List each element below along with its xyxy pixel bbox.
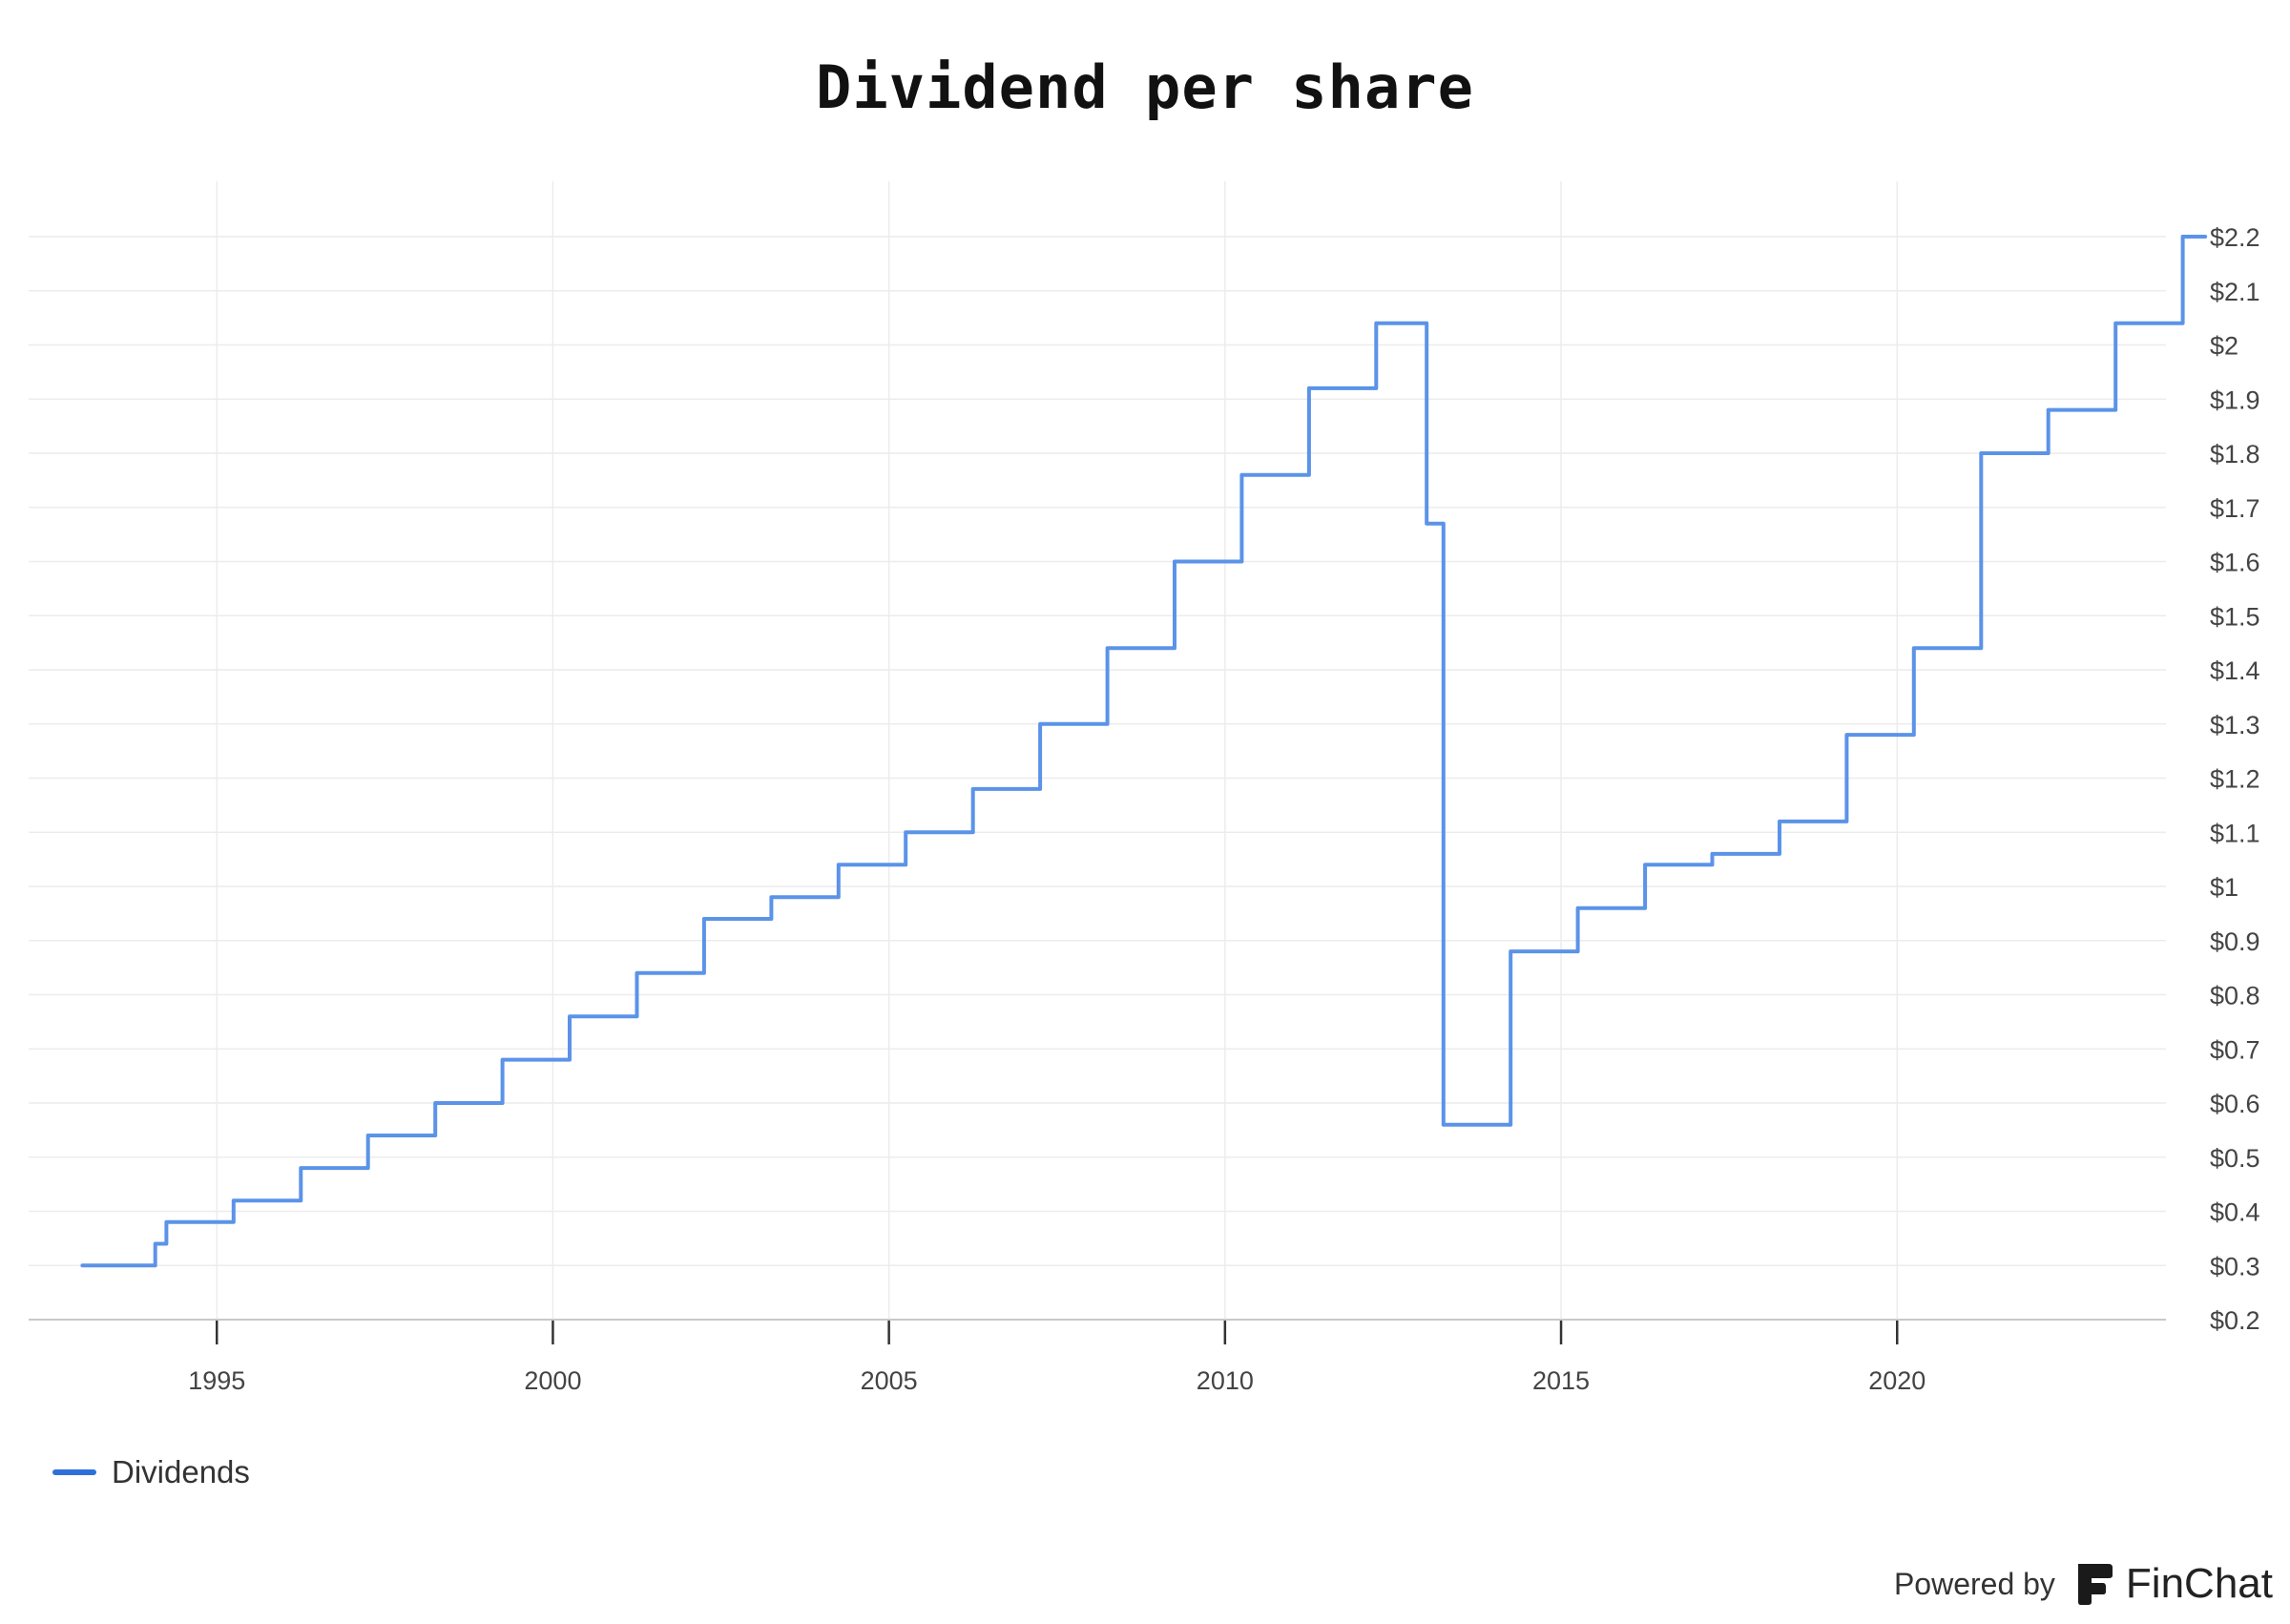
- x-tick-label: 2000: [524, 1366, 581, 1395]
- legend[interactable]: Dividends: [52, 1454, 250, 1490]
- y-tick-label: $1.9: [2210, 385, 2260, 414]
- y-tick-label: $1: [2210, 873, 2238, 902]
- y-tick-label: $1.8: [2210, 440, 2260, 468]
- y-tick-label: $1.7: [2210, 494, 2260, 523]
- legend-swatch-dividends: [52, 1469, 96, 1475]
- y-tick-label: $1.1: [2210, 819, 2260, 847]
- y-tick-label: $0.4: [2210, 1198, 2260, 1227]
- y-tick-label: $0.2: [2210, 1306, 2260, 1335]
- y-tick-label: $0.7: [2210, 1035, 2260, 1064]
- y-tick-label: $0.3: [2210, 1252, 2260, 1280]
- y-tick-label: $1.6: [2210, 549, 2260, 577]
- y-tick-label: $1.5: [2210, 602, 2260, 631]
- x-tick-label: 2020: [1868, 1366, 1926, 1395]
- y-tick-label: $2.2: [2210, 223, 2260, 252]
- finchat-brand-name: FinChat: [2125, 1560, 2273, 1607]
- y-tick-label: $0.6: [2210, 1090, 2260, 1118]
- y-tick-label: $2.1: [2210, 278, 2260, 306]
- y-tick-label: $1.4: [2210, 656, 2260, 685]
- y-tick-label: $2: [2210, 332, 2238, 361]
- x-tick-label: 2005: [861, 1366, 918, 1395]
- y-tick-label: $0.9: [2210, 927, 2260, 956]
- y-tick-label: $0.8: [2210, 982, 2260, 1010]
- y-tick-label: $1.2: [2210, 765, 2260, 794]
- x-tick-label: 1995: [188, 1366, 245, 1395]
- powered-by-footer: Powered by FinChat: [1894, 1560, 2273, 1608]
- chart-title: Dividend per share: [816, 52, 1474, 122]
- finchat-logo-icon: [2077, 1564, 2113, 1605]
- powered-by-text: Powered by: [1893, 1566, 2055, 1601]
- legend-label-dividends: Dividends: [112, 1454, 250, 1489]
- x-tick-label: 2015: [1532, 1366, 1590, 1395]
- y-tick-label: $1.3: [2210, 711, 2260, 739]
- axis-layer: $0.2 $0.3 $0.4 $0.5 $0.6 $0.7 $0.8 $0.9 $1 $1.1 $1…: [29, 223, 2260, 1395]
- y-tick-label: $0.5: [2210, 1144, 2260, 1173]
- x-tick-label: 2010: [1197, 1366, 1254, 1395]
- series-line-dividends[interactable]: [80, 235, 2208, 1268]
- series-layer: [80, 235, 2208, 1268]
